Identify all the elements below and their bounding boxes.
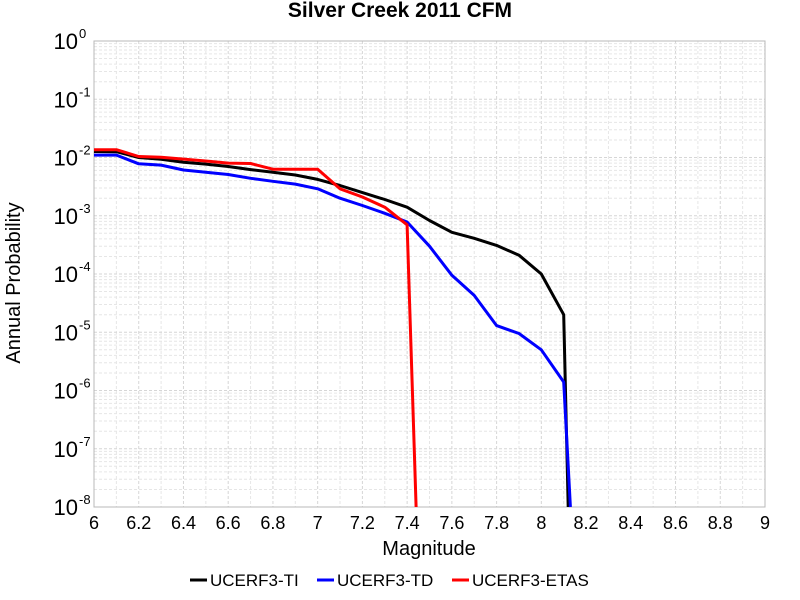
x-tick-label: 8.4 <box>618 513 643 533</box>
y-tick-label: 10 -2 <box>54 143 91 171</box>
x-tick-label: 6.2 <box>126 513 151 533</box>
y-tick-exponent: 0 <box>79 26 86 41</box>
series-line-ucerf3-etas <box>94 148 418 508</box>
y-tick-label: 10 -1 <box>54 84 91 112</box>
legend-label: UCERF3-ETAS <box>472 571 589 590</box>
y-tick-base: 10 <box>54 320 78 345</box>
y-tick-label: 10 -3 <box>54 201 91 229</box>
y-tick-label: 10 0 <box>54 26 87 54</box>
x-tick-label: 8.8 <box>708 513 733 533</box>
x-tick-label: 7.6 <box>439 513 464 533</box>
x-tick-label: 6.4 <box>171 513 196 533</box>
y-tick-base: 10 <box>54 495 78 520</box>
y-tick-label: 10 -8 <box>54 492 91 520</box>
y-tick-base: 10 <box>54 146 78 171</box>
y-tick-exponent: -1 <box>79 84 91 99</box>
legend-item-ucerf3-ti: UCERF3-TI <box>190 571 299 590</box>
x-tick-label: 8.2 <box>574 513 599 533</box>
series-line-ucerf3-ti <box>93 150 570 508</box>
legend: UCERF3-TI UCERF3-TD UCERF3-ETAS <box>190 571 589 590</box>
y-tick-base: 10 <box>54 29 78 54</box>
x-tick-label: 7.2 <box>350 513 375 533</box>
y-tick-base: 10 <box>54 262 78 287</box>
x-tick-label: 6.6 <box>216 513 241 533</box>
legend-label: UCERF3-TI <box>210 571 299 590</box>
y-tick-base: 10 <box>54 437 78 462</box>
x-tick-label: 6.8 <box>260 513 285 533</box>
plot-frame <box>93 40 766 508</box>
x-tick-label: 8.6 <box>663 513 688 533</box>
y-tick-exponent: -5 <box>79 317 91 332</box>
y-tick-base: 10 <box>54 379 78 404</box>
series-layer <box>93 148 572 508</box>
y-tick-label: 10 -5 <box>54 317 91 345</box>
x-tick-label: 7.4 <box>395 513 420 533</box>
x-tick-label: 8 <box>536 513 546 533</box>
y-tick-exponent: -3 <box>79 201 91 216</box>
y-tick-label: 10 -6 <box>54 376 91 404</box>
x-tick-label: 7.8 <box>484 513 509 533</box>
series-line-ucerf3-td <box>94 153 572 508</box>
y-tick-label: 10 -4 <box>54 259 91 287</box>
y-tick-exponent: -6 <box>79 376 91 391</box>
legend-item-ucerf3-etas: UCERF3-ETAS <box>452 571 589 590</box>
y-tick-base: 10 <box>54 204 78 229</box>
x-tick-labels: 6 6.2 6.4 6.6 6.8 7 7.2 7.4 7.6 7.8 8 8.2 8.4 8.6 8.8 9 <box>89 513 770 533</box>
y-tick-exponent: -4 <box>79 259 91 274</box>
y-axis-label: Annual Probability <box>3 202 25 363</box>
x-axis-label: Magnitude <box>382 538 475 560</box>
y-tick-label: 10 -7 <box>54 434 91 462</box>
x-tick-label: 6 <box>89 513 99 533</box>
x-tick-label: 7 <box>313 513 323 533</box>
legend-label: UCERF3-TD <box>337 571 433 590</box>
y-tick-base: 10 <box>54 87 78 112</box>
legend-item-ucerf3-td: UCERF3-TD <box>317 571 433 590</box>
y-tick-exponent: -2 <box>79 143 91 158</box>
y-tick-exponent: -7 <box>79 434 91 449</box>
chart-title: Silver Creek 2011 CFM <box>288 0 512 22</box>
x-tick-label: 9 <box>760 513 770 533</box>
y-tick-exponent: -8 <box>79 492 91 507</box>
